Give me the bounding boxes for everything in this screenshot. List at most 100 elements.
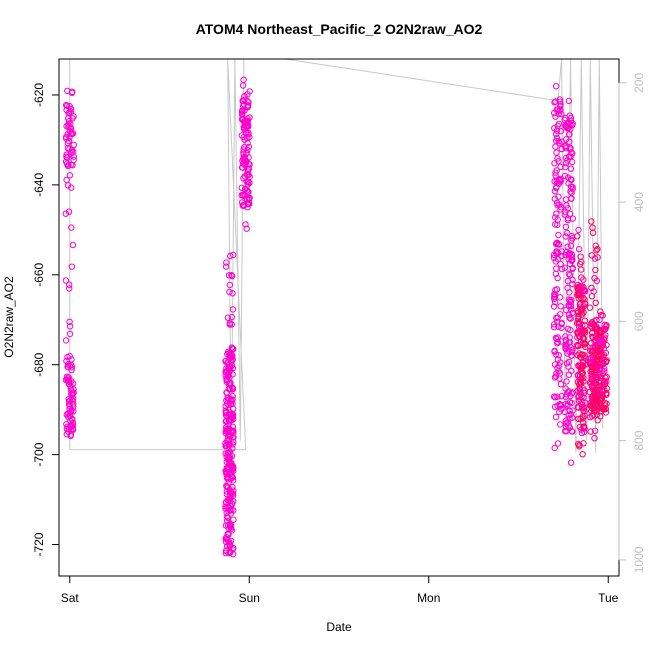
data-point (240, 151, 247, 158)
data-point (566, 303, 573, 310)
data-point (562, 336, 570, 344)
y-axis-right: 200 400 600 800 1000 (618, 73, 646, 573)
data-point (575, 226, 582, 234)
data-point (551, 324, 558, 331)
data-point (577, 294, 585, 301)
data-point (223, 458, 231, 466)
data-point (565, 388, 573, 395)
data-point (222, 358, 229, 365)
data-point (246, 161, 253, 168)
data-point (587, 356, 594, 363)
data-point (568, 399, 575, 407)
data-point (229, 464, 237, 472)
data-point (588, 218, 595, 225)
data-point (552, 270, 560, 277)
data-point (568, 428, 575, 435)
data-point (592, 299, 599, 306)
data-point (551, 374, 559, 381)
data-point (69, 162, 76, 169)
data-point (239, 202, 247, 209)
data-point (601, 321, 608, 328)
data-point (556, 98, 564, 105)
y2-tick-label: 1000 (632, 546, 646, 573)
data-point (561, 264, 568, 271)
data-point (576, 385, 583, 392)
data-point (225, 417, 232, 424)
data-point (226, 495, 233, 503)
data-point (246, 179, 253, 187)
data-point (593, 247, 600, 254)
data-point (228, 351, 235, 358)
data-point (226, 320, 234, 327)
data-point (590, 404, 598, 412)
data-point (225, 396, 233, 403)
y2-tick-label: 200 (632, 73, 646, 93)
data-point (563, 343, 570, 350)
data-point (565, 358, 573, 366)
data-point (569, 346, 576, 354)
data-point (62, 210, 70, 217)
data-point (230, 516, 237, 523)
data-point (562, 428, 569, 435)
data-point (552, 83, 560, 90)
data-point (69, 419, 77, 426)
y-tick-label: -660 (32, 262, 46, 286)
y-tick-label: -620 (32, 83, 46, 107)
data-point (562, 163, 569, 171)
data-point (70, 401, 77, 408)
data-point (565, 311, 573, 319)
data-point (554, 364, 561, 372)
data-point (226, 363, 233, 370)
data-point (241, 136, 248, 143)
data-point (66, 405, 73, 412)
data-point (226, 540, 234, 548)
data-point (591, 435, 598, 442)
data-point (553, 286, 561, 293)
data-point (576, 362, 584, 370)
data-point (69, 241, 77, 249)
data-point (567, 144, 574, 152)
data-point (574, 403, 581, 411)
data-point (68, 263, 76, 270)
data-point (596, 371, 603, 378)
data-point (241, 173, 249, 180)
data-point (245, 188, 252, 196)
data-point (222, 535, 229, 542)
data-point (580, 389, 588, 396)
data-point (575, 313, 582, 321)
data-point (229, 306, 237, 313)
data-point (229, 490, 237, 497)
data-point (566, 271, 574, 279)
data-point (227, 459, 234, 466)
data-point (603, 400, 610, 407)
data-point (563, 202, 570, 209)
data-point (227, 252, 234, 260)
data-point (230, 415, 237, 423)
data-point (594, 245, 601, 253)
data-point (224, 504, 231, 511)
data-point (226, 281, 234, 289)
data-point (62, 101, 70, 109)
data-point (555, 231, 562, 239)
data-point (587, 428, 594, 435)
data-point (600, 335, 607, 343)
data-points-layer (62, 76, 611, 558)
data-point (553, 239, 561, 246)
data-point (565, 422, 572, 429)
data-point (574, 307, 582, 315)
data-point (239, 107, 246, 115)
data-point (554, 340, 561, 347)
data-point (565, 363, 572, 370)
data-point (569, 407, 576, 414)
data-point (550, 303, 558, 310)
data-point (552, 98, 559, 105)
data-point (591, 427, 599, 434)
data-point (591, 380, 599, 387)
x-tick-label: Sun (239, 591, 260, 605)
data-point (557, 381, 565, 388)
data-point (67, 105, 75, 113)
x-axis: Sat Sun Mon Tue (61, 575, 619, 605)
data-point (565, 270, 572, 278)
data-point (566, 289, 573, 296)
data-point (562, 223, 570, 231)
